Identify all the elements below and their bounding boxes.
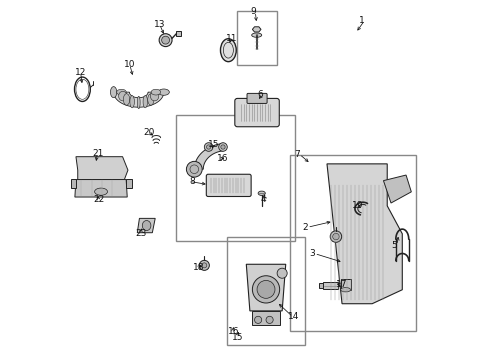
Polygon shape: [326, 164, 402, 304]
Text: 19: 19: [351, 201, 363, 210]
Text: 20: 20: [143, 128, 154, 137]
Ellipse shape: [186, 161, 202, 177]
Ellipse shape: [332, 233, 339, 240]
Text: 2: 2: [301, 223, 307, 232]
Bar: [340, 279, 350, 290]
Text: 17: 17: [336, 280, 347, 289]
Ellipse shape: [206, 145, 210, 149]
Ellipse shape: [199, 260, 209, 270]
Text: 16: 16: [227, 327, 239, 336]
Text: 3: 3: [308, 249, 314, 258]
Bar: [319, 283, 322, 288]
Ellipse shape: [258, 191, 265, 195]
Text: 9: 9: [249, 7, 255, 16]
Ellipse shape: [143, 95, 147, 108]
Text: 23: 23: [135, 229, 146, 238]
Polygon shape: [246, 264, 285, 311]
Ellipse shape: [265, 316, 273, 323]
Polygon shape: [76, 157, 128, 180]
Ellipse shape: [162, 36, 169, 44]
Text: 15: 15: [207, 140, 219, 149]
Text: 16: 16: [216, 154, 227, 163]
Text: 5: 5: [391, 241, 396, 250]
Bar: [175, 31, 181, 36]
Text: 4: 4: [260, 195, 266, 204]
Ellipse shape: [142, 221, 151, 230]
Ellipse shape: [221, 145, 224, 149]
Ellipse shape: [202, 263, 206, 268]
Text: 6: 6: [257, 90, 262, 99]
Bar: [70, 179, 76, 188]
Text: 10: 10: [124, 60, 136, 69]
Ellipse shape: [150, 91, 159, 101]
Text: 22: 22: [93, 195, 104, 204]
Text: 18: 18: [192, 264, 203, 273]
Text: 1: 1: [359, 16, 364, 25]
Polygon shape: [252, 27, 261, 32]
FancyBboxPatch shape: [206, 174, 251, 197]
Ellipse shape: [123, 94, 129, 105]
Ellipse shape: [251, 33, 261, 37]
Polygon shape: [194, 144, 223, 169]
Text: 12: 12: [75, 68, 86, 77]
Ellipse shape: [329, 231, 341, 242]
Ellipse shape: [277, 268, 286, 278]
FancyBboxPatch shape: [234, 98, 279, 127]
FancyBboxPatch shape: [246, 93, 266, 103]
Text: 15: 15: [231, 333, 243, 342]
Text: 11: 11: [225, 34, 237, 43]
Bar: [237, 12, 276, 65]
Ellipse shape: [257, 280, 274, 298]
Bar: [290, 155, 415, 331]
Ellipse shape: [119, 91, 127, 101]
Bar: [125, 179, 131, 188]
Ellipse shape: [220, 39, 236, 62]
Ellipse shape: [204, 143, 212, 151]
Ellipse shape: [94, 188, 107, 195]
Ellipse shape: [130, 95, 134, 108]
Bar: [226, 237, 305, 345]
Ellipse shape: [151, 89, 161, 95]
Ellipse shape: [159, 34, 172, 46]
Bar: [322, 282, 338, 289]
Text: 7: 7: [293, 150, 299, 159]
Polygon shape: [113, 92, 163, 107]
Bar: [252, 311, 279, 325]
Ellipse shape: [340, 288, 350, 292]
Ellipse shape: [158, 89, 169, 95]
Polygon shape: [75, 180, 127, 197]
Bar: [176, 116, 294, 241]
Polygon shape: [383, 175, 410, 203]
Ellipse shape: [110, 87, 117, 98]
Ellipse shape: [137, 96, 140, 109]
Ellipse shape: [218, 143, 227, 151]
Polygon shape: [137, 219, 155, 233]
Text: 13: 13: [154, 19, 165, 28]
Text: 14: 14: [287, 312, 298, 321]
Ellipse shape: [254, 316, 261, 323]
Ellipse shape: [147, 94, 154, 105]
Ellipse shape: [252, 276, 279, 303]
Text: 21: 21: [92, 149, 103, 158]
Text: 8: 8: [189, 177, 195, 186]
Ellipse shape: [117, 89, 126, 95]
